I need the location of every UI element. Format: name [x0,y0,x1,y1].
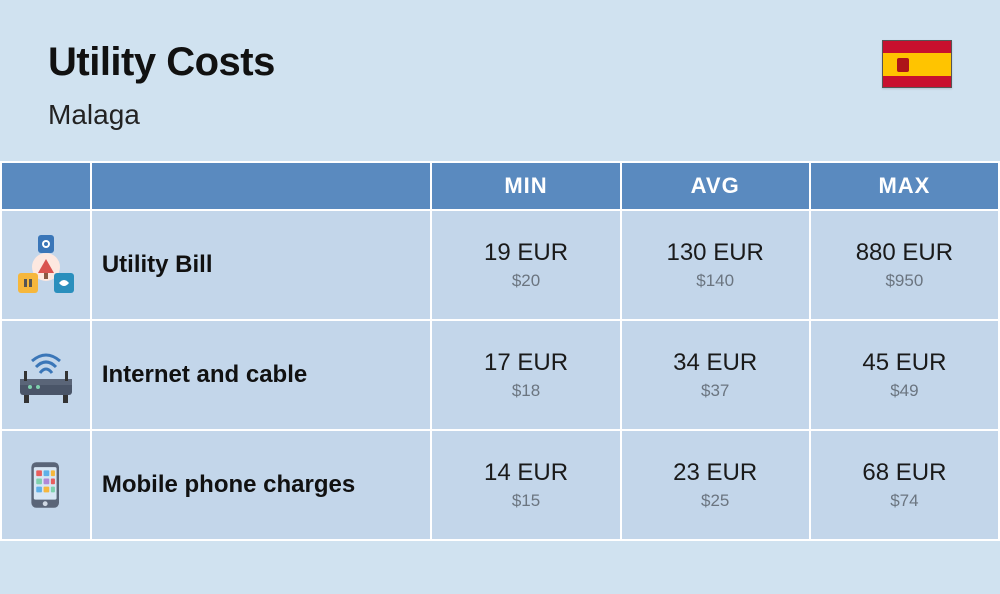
primary-value: 23 EUR [622,459,809,487]
row-label: Mobile phone charges [91,430,432,540]
primary-value: 14 EUR [432,459,619,487]
secondary-value: $18 [432,381,619,401]
row-avg: 23 EUR $25 [621,430,810,540]
header: Utility Costs Malaga [0,0,1000,161]
row-max: 68 EUR $74 [810,430,999,540]
phone-icon [14,453,78,517]
row-max: 45 EUR $49 [810,320,999,430]
primary-value: 45 EUR [811,349,998,377]
secondary-value: $950 [811,271,998,291]
secondary-value: $49 [811,381,998,401]
row-icon-cell [1,430,91,540]
row-avg: 130 EUR $140 [621,210,810,320]
page-title: Utility Costs [48,40,275,85]
table-header-avg: AVG [621,162,810,210]
row-min: 14 EUR $15 [431,430,620,540]
title-block: Utility Costs Malaga [48,40,275,131]
primary-value: 130 EUR [622,239,809,267]
table-header-icon [1,162,91,210]
secondary-value: $20 [432,271,619,291]
row-max: 880 EUR $950 [810,210,999,320]
row-min: 17 EUR $18 [431,320,620,430]
primary-value: 68 EUR [811,459,998,487]
table-row: Mobile phone charges 14 EUR $15 23 EUR $… [1,430,999,540]
table-header-label [91,162,432,210]
page-subtitle: Malaga [48,99,275,131]
row-icon-cell [1,210,91,320]
utilities-icon [14,233,78,297]
secondary-value: $15 [432,491,619,511]
primary-value: 34 EUR [622,349,809,377]
row-label: Internet and cable [91,320,432,430]
primary-value: 880 EUR [811,239,998,267]
table-row: Utility Bill 19 EUR $20 130 EUR $140 880… [1,210,999,320]
table-header-row: MIN AVG MAX [1,162,999,210]
secondary-value: $25 [622,491,809,511]
row-icon-cell [1,320,91,430]
table-header-min: MIN [431,162,620,210]
router-icon [14,343,78,407]
secondary-value: $37 [622,381,809,401]
primary-value: 17 EUR [432,349,619,377]
row-label: Utility Bill [91,210,432,320]
table-row: Internet and cable 17 EUR $18 34 EUR $37… [1,320,999,430]
table-header-max: MAX [810,162,999,210]
row-avg: 34 EUR $37 [621,320,810,430]
primary-value: 19 EUR [432,239,619,267]
secondary-value: $140 [622,271,809,291]
secondary-value: $74 [811,491,998,511]
flag-spain [882,40,952,88]
row-min: 19 EUR $20 [431,210,620,320]
cost-table: MIN AVG MAX [0,161,1000,541]
